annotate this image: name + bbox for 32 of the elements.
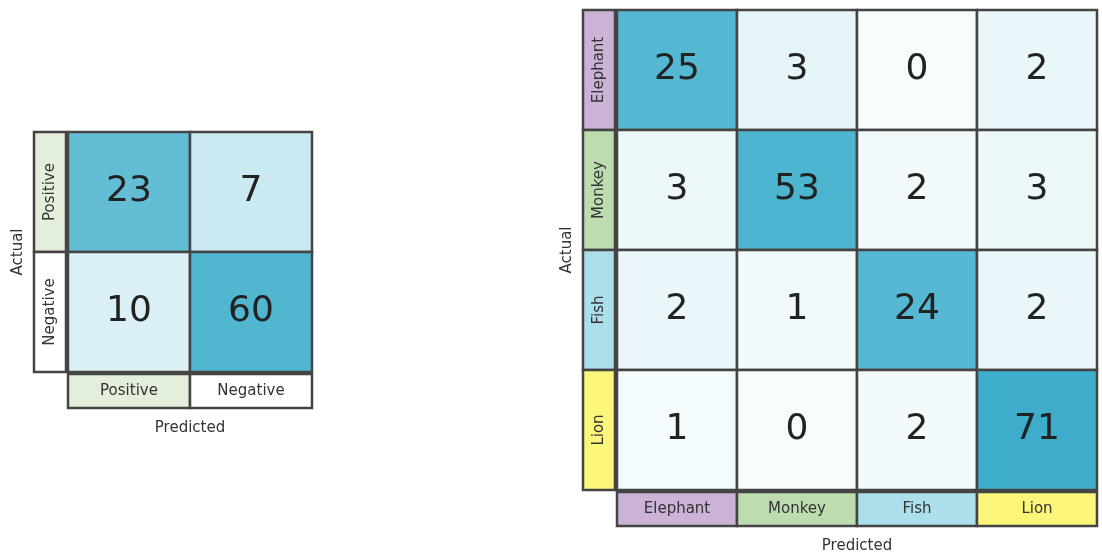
- data-label: 7: [239, 168, 263, 210]
- y-axis-title: Actual: [7, 228, 26, 276]
- y-tick-label: Monkey: [588, 160, 607, 219]
- x-axis-title: Predicted: [821, 535, 893, 554]
- y-tick-label: Fish: [588, 295, 607, 325]
- data-label: 2: [1025, 46, 1049, 88]
- x-tick-label: Monkey: [768, 498, 827, 517]
- data-label: 53: [774, 166, 820, 208]
- y-axis-title: Actual: [556, 226, 575, 274]
- data-label: 25: [654, 46, 700, 88]
- x-tick-label: Elephant: [643, 498, 711, 517]
- data-label: 0: [785, 406, 809, 448]
- data-label: 24: [894, 286, 940, 328]
- data-label: 10: [106, 288, 152, 330]
- x-tick-label: Fish: [902, 498, 932, 517]
- x-axis-title: Predicted: [154, 417, 226, 436]
- data-label: 2: [905, 406, 929, 448]
- data-label: 0: [905, 46, 929, 88]
- data-label: 1: [665, 406, 689, 448]
- data-label: 23: [106, 168, 152, 210]
- y-tick-label: Lion: [588, 414, 607, 446]
- x-tick-label: Lion: [1021, 498, 1053, 517]
- data-label: 3: [665, 166, 689, 208]
- y-tick-label: Elephant: [588, 36, 607, 104]
- data-label: 1: [785, 286, 809, 328]
- data-label: 2: [665, 286, 689, 328]
- data-label: 71: [1014, 406, 1060, 448]
- data-label: 60: [228, 288, 274, 330]
- data-label: 3: [1025, 166, 1049, 208]
- data-label: 2: [1025, 286, 1049, 328]
- data-label: 3: [785, 46, 809, 88]
- data-label: 2: [905, 166, 929, 208]
